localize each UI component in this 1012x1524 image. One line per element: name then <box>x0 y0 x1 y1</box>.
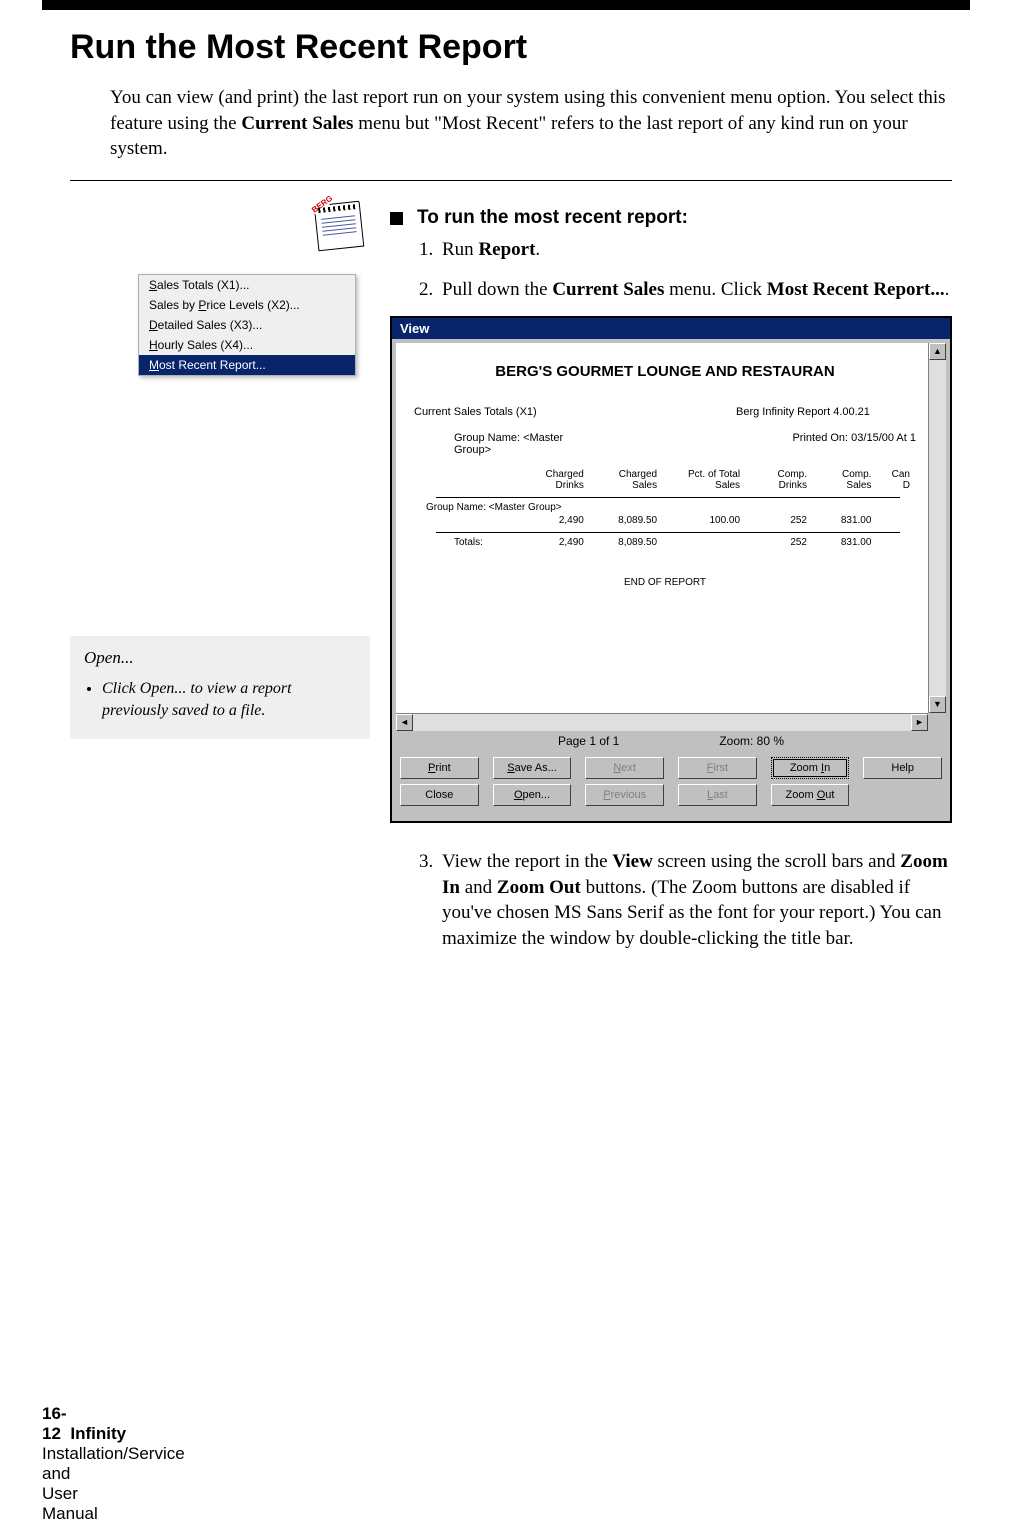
open-note-title: Open... <box>84 648 356 668</box>
save-as-button[interactable]: Save As... <box>493 757 572 779</box>
report-subtitle-right: Berg Infinity Report 4.00.21 <box>736 406 916 418</box>
page-title: Run the Most Recent Report <box>70 28 952 67</box>
step-1: Run Report. <box>438 237 952 263</box>
scroll-corner <box>928 713 946 731</box>
report-groupname: Group Name: <Master Group> <box>414 432 584 456</box>
step-3: View the report in the View screen using… <box>438 849 952 952</box>
end-of-report: END OF REPORT <box>414 577 916 588</box>
vertical-scrollbar[interactable]: ▲ ▼ <box>928 343 946 713</box>
next-button[interactable]: Next <box>585 757 664 779</box>
notepad-icon <box>314 201 365 252</box>
report-data-row: 2,490 8,089.50 100.00 252 831.00 <box>414 514 916 527</box>
report-rule <box>436 497 900 498</box>
menu-item-detailed-sales[interactable]: Detailed Sales (X3)... <box>139 315 355 335</box>
open-button[interactable]: Open... <box>493 784 572 806</box>
step-2: Pull down the Current Sales menu. Click … <box>438 277 952 303</box>
footer-product: Infinity <box>70 1424 126 1443</box>
status-zoom: Zoom: 80 % <box>719 734 784 748</box>
report-subtitle-left: Current Sales Totals (X1) <box>414 406 584 418</box>
last-button[interactable]: Last <box>678 784 757 806</box>
open-note-box: Open... Click Open... to view a report p… <box>70 636 370 739</box>
footer-text: Installation/Service and User Manual <box>42 1444 185 1523</box>
report-title: BERG'S GOURMET LOUNGE AND RESTAURAN <box>414 363 916 380</box>
footer-page-num: 16-12 <box>42 1404 67 1443</box>
zoom-in-button[interactable]: Zoom In <box>771 757 850 779</box>
header-rule <box>42 0 970 10</box>
report-group-row: Group Name: <Master Group> <box>414 501 916 514</box>
report-table: Charged Drinks Charged Sales Pct. of Tot… <box>414 468 916 549</box>
intro-bold: Current Sales <box>241 113 353 134</box>
report-canvas: BERG'S GOURMET LOUNGE AND RESTAURAN Curr… <box>396 343 928 731</box>
report-totals-row: Totals: 2,490 8,089.50 252 831.00 <box>414 536 916 549</box>
zoom-out-button[interactable]: Zoom Out <box>771 784 850 806</box>
menu-item-sales-totals[interactable]: Sales Totals (X1)... <box>139 275 355 295</box>
square-bullet-icon <box>390 212 403 225</box>
page-footer: 16-12 Infinity Installation/Service and … <box>0 1404 42 1524</box>
report-printedon: Printed On: 03/15/00 At 1 <box>736 432 916 456</box>
scroll-up-icon[interactable]: ▲ <box>929 343 946 360</box>
view-window: View BERG'S GOURMET LOUNGE AND RESTAURAN… <box>390 316 952 823</box>
horizontal-scrollbar[interactable]: ◄ ► <box>396 713 928 731</box>
menu-item-price-levels[interactable]: Sales by Price Levels (X2)... <box>139 295 355 315</box>
procedure-heading: To run the most recent report: <box>417 207 688 229</box>
status-page: Page 1 of 1 <box>558 734 619 748</box>
scroll-down-icon[interactable]: ▼ <box>929 696 946 713</box>
report-rule <box>436 532 900 533</box>
dropdown-menu-screenshot: Sales Totals (X1)... Sales by Price Leve… <box>138 274 356 376</box>
menu-item-hourly-sales[interactable]: Hourly Sales (X4)... <box>139 335 355 355</box>
scroll-right-icon[interactable]: ► <box>911 714 928 731</box>
view-titlebar[interactable]: View <box>392 318 950 339</box>
close-button[interactable]: Close <box>400 784 479 806</box>
menu-item-most-recent[interactable]: Most Recent Report... <box>139 355 355 375</box>
open-note-bullet: Click Open... to view a report previousl… <box>102 678 356 721</box>
previous-button[interactable]: Previous <box>585 784 664 806</box>
scroll-left-icon[interactable]: ◄ <box>396 714 413 731</box>
intro-paragraph: You can view (and print) the last report… <box>110 85 952 162</box>
help-button[interactable]: Help <box>863 757 942 779</box>
first-button[interactable]: First <box>678 757 757 779</box>
print-button[interactable]: Print <box>400 757 479 779</box>
section-rule <box>70 180 952 181</box>
